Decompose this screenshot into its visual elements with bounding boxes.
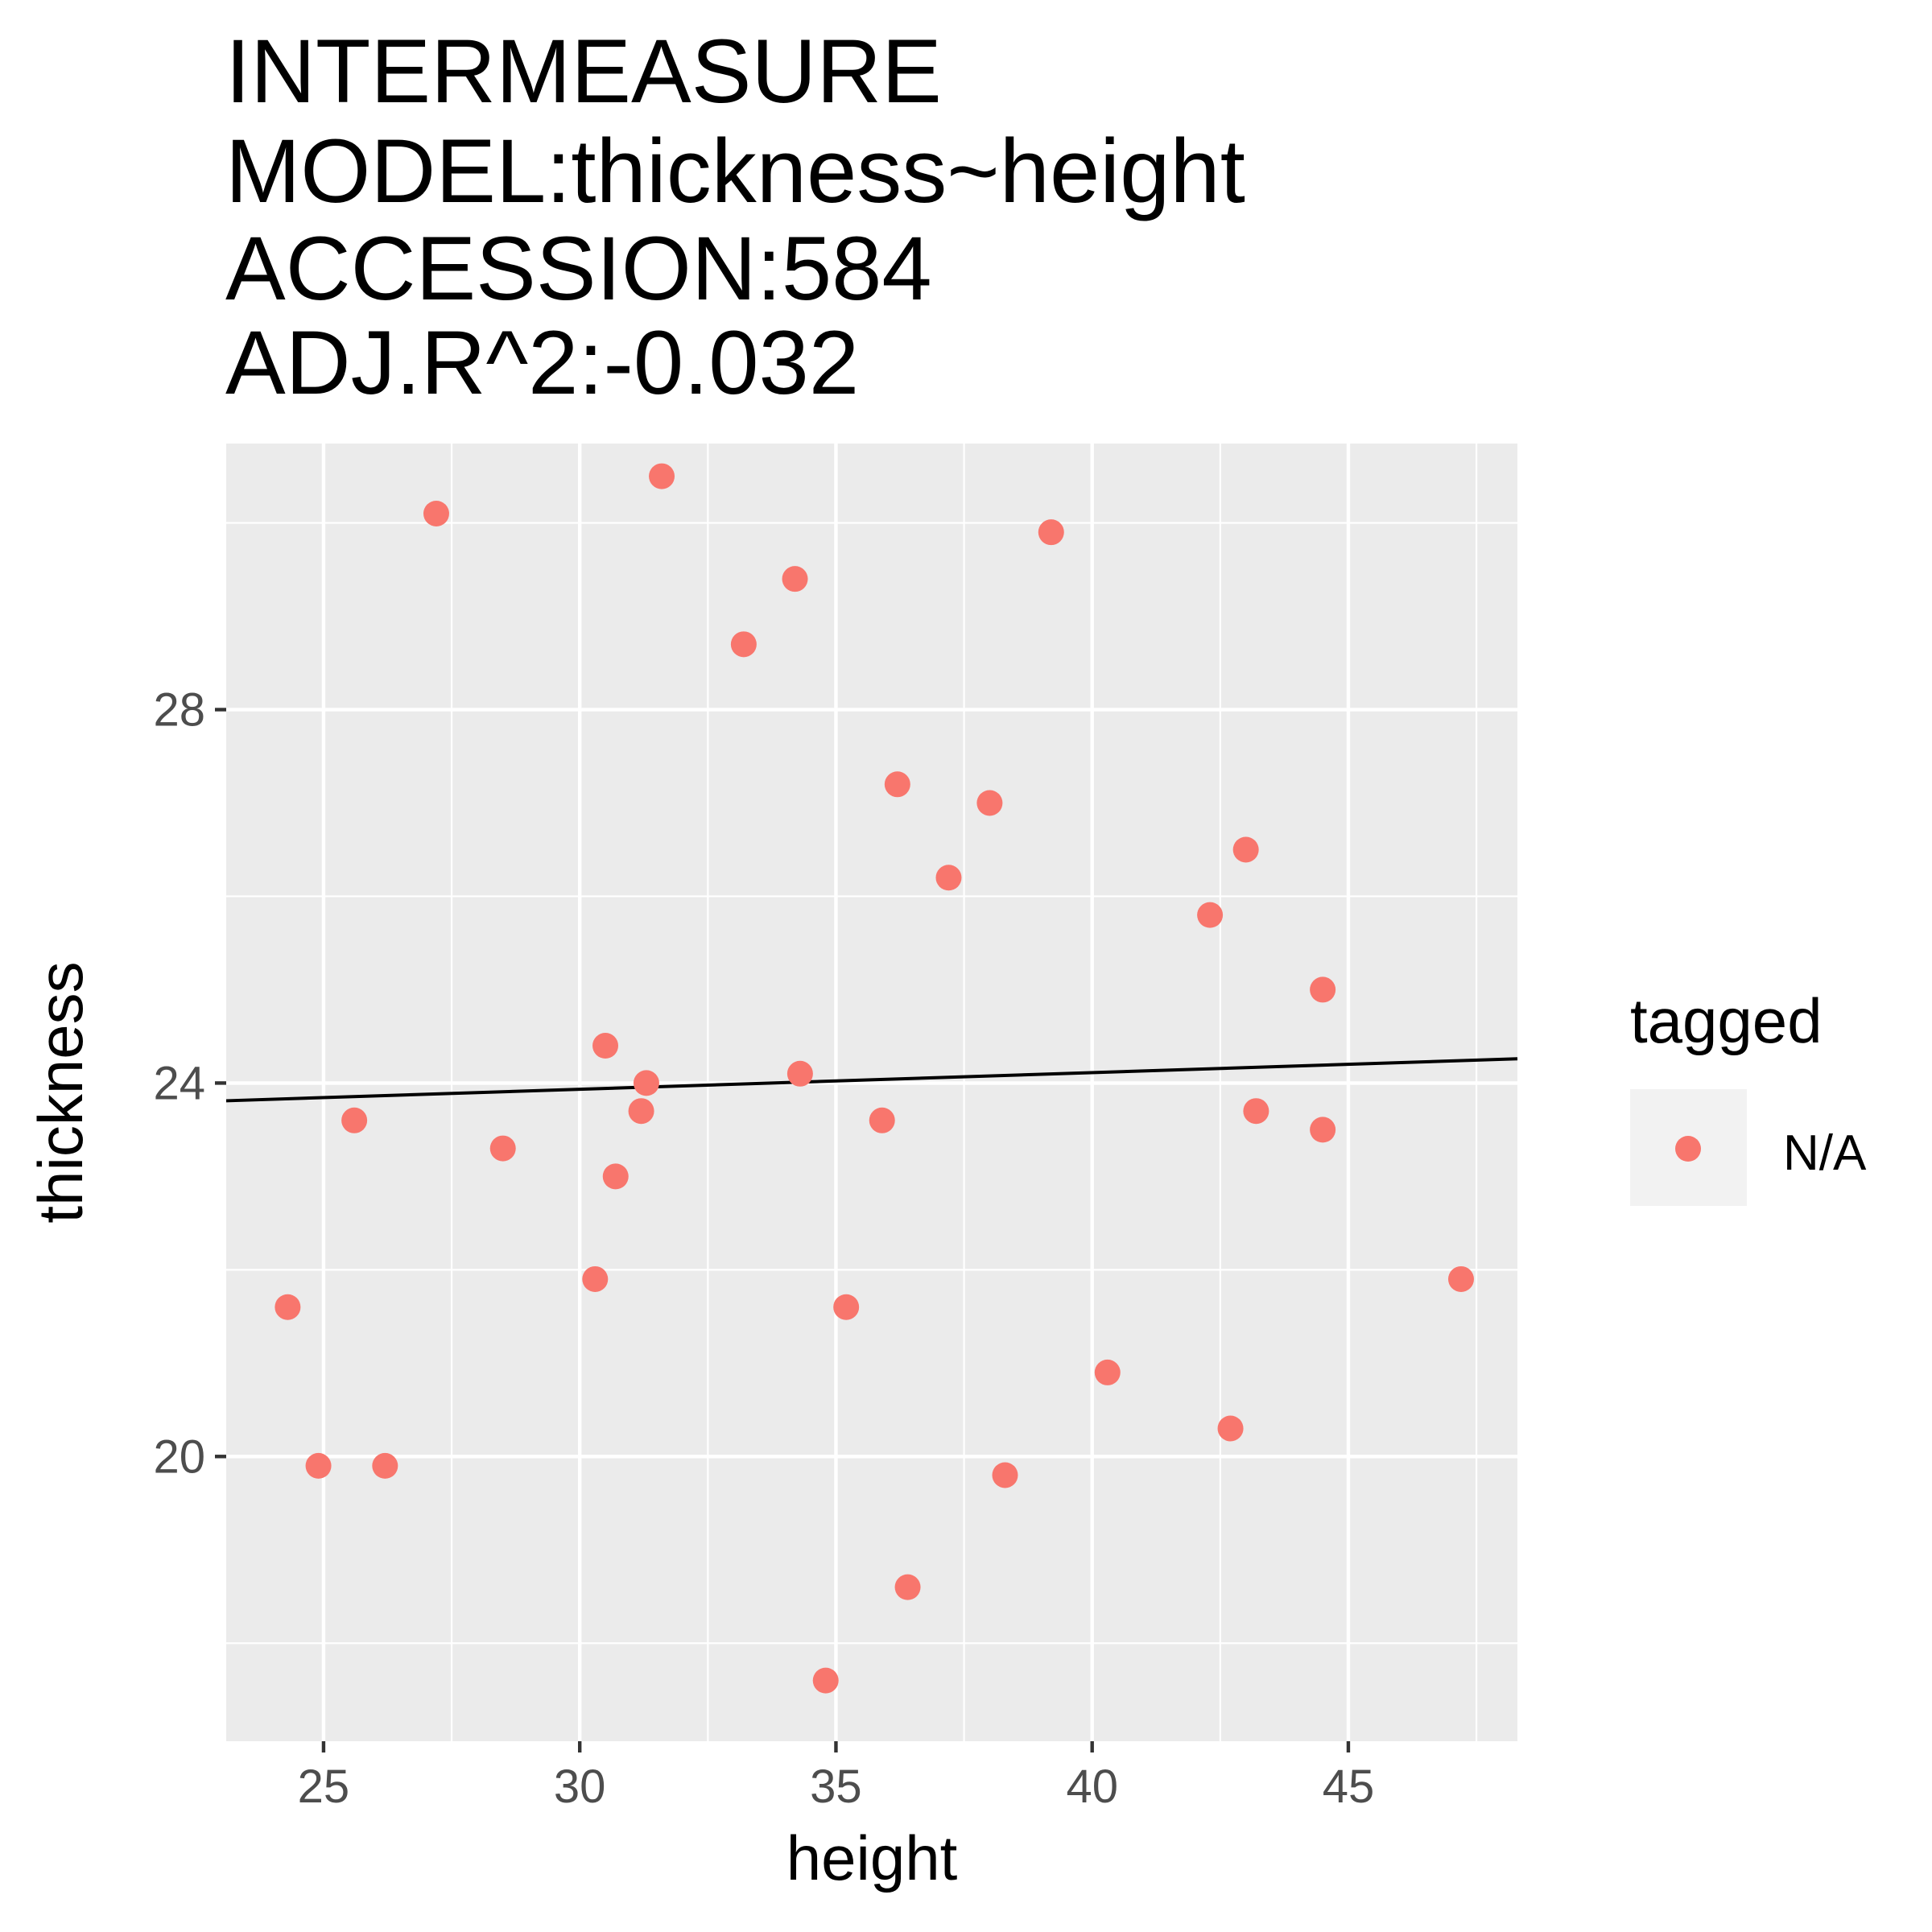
data-point xyxy=(582,1265,609,1292)
data-point xyxy=(992,1462,1018,1488)
x-tick-label: 30 xyxy=(554,1761,606,1813)
data-point xyxy=(633,1070,659,1096)
data-point xyxy=(1232,836,1259,863)
regression-line xyxy=(225,1057,1518,1103)
title-line-3: ACCESSION:584 xyxy=(225,218,932,319)
data-point xyxy=(1310,976,1336,1003)
data-point xyxy=(1217,1415,1244,1442)
x-tick-label: 40 xyxy=(1066,1761,1118,1813)
data-points xyxy=(275,463,1474,1694)
data-point xyxy=(341,1107,368,1133)
data-point xyxy=(869,1107,895,1133)
legend: tagged N/A xyxy=(1630,985,1867,1206)
data-point xyxy=(1310,1117,1336,1143)
y-tick-label: 24 xyxy=(153,1057,205,1109)
regression-line-group xyxy=(225,1057,1518,1103)
title-line-1: INTERMEASURE xyxy=(225,21,942,122)
data-point xyxy=(423,500,449,526)
data-point xyxy=(1038,519,1064,546)
x-tick-label: 35 xyxy=(810,1761,862,1813)
data-point xyxy=(884,771,910,798)
y-axis: 20 24 28 xyxy=(153,684,226,1483)
data-point xyxy=(730,631,757,658)
chart-title: INTERMEASURE MODEL:thickness~height ACCE… xyxy=(225,21,1245,413)
x-axis-title: height xyxy=(786,1823,958,1893)
data-point xyxy=(592,1033,619,1059)
data-point xyxy=(833,1294,860,1320)
title-line-2: MODEL:thickness~height xyxy=(225,121,1245,221)
data-point xyxy=(894,1574,921,1600)
data-point xyxy=(372,1452,398,1479)
data-point xyxy=(782,566,808,592)
data-point xyxy=(786,1060,813,1087)
data-point xyxy=(602,1163,629,1190)
y-axis-title: thickness xyxy=(25,961,96,1223)
data-point xyxy=(1447,1265,1474,1292)
data-point xyxy=(649,463,675,489)
legend-title: tagged xyxy=(1630,985,1823,1056)
data-point xyxy=(812,1667,839,1694)
title-line-4: ADJ.R^2:-0.032 xyxy=(225,312,859,413)
data-point xyxy=(1197,902,1224,928)
x-tick-label: 45 xyxy=(1323,1761,1375,1813)
data-point xyxy=(489,1135,516,1162)
data-point xyxy=(976,790,1003,816)
data-point xyxy=(935,865,962,891)
data-point xyxy=(305,1452,332,1479)
plot-panel xyxy=(226,444,1517,1741)
data-point xyxy=(275,1294,301,1320)
data-point xyxy=(628,1098,654,1125)
data-point xyxy=(1094,1359,1121,1385)
y-tick-label: 20 xyxy=(153,1430,205,1483)
y-tick-label: 28 xyxy=(153,684,205,737)
legend-key-point xyxy=(1675,1136,1701,1162)
legend-label-na: N/A xyxy=(1783,1125,1867,1181)
x-axis: 25 30 35 40 45 xyxy=(298,1741,1375,1813)
data-point xyxy=(1243,1098,1269,1125)
grid-lines xyxy=(226,444,1517,1741)
x-tick-label: 25 xyxy=(298,1761,350,1813)
